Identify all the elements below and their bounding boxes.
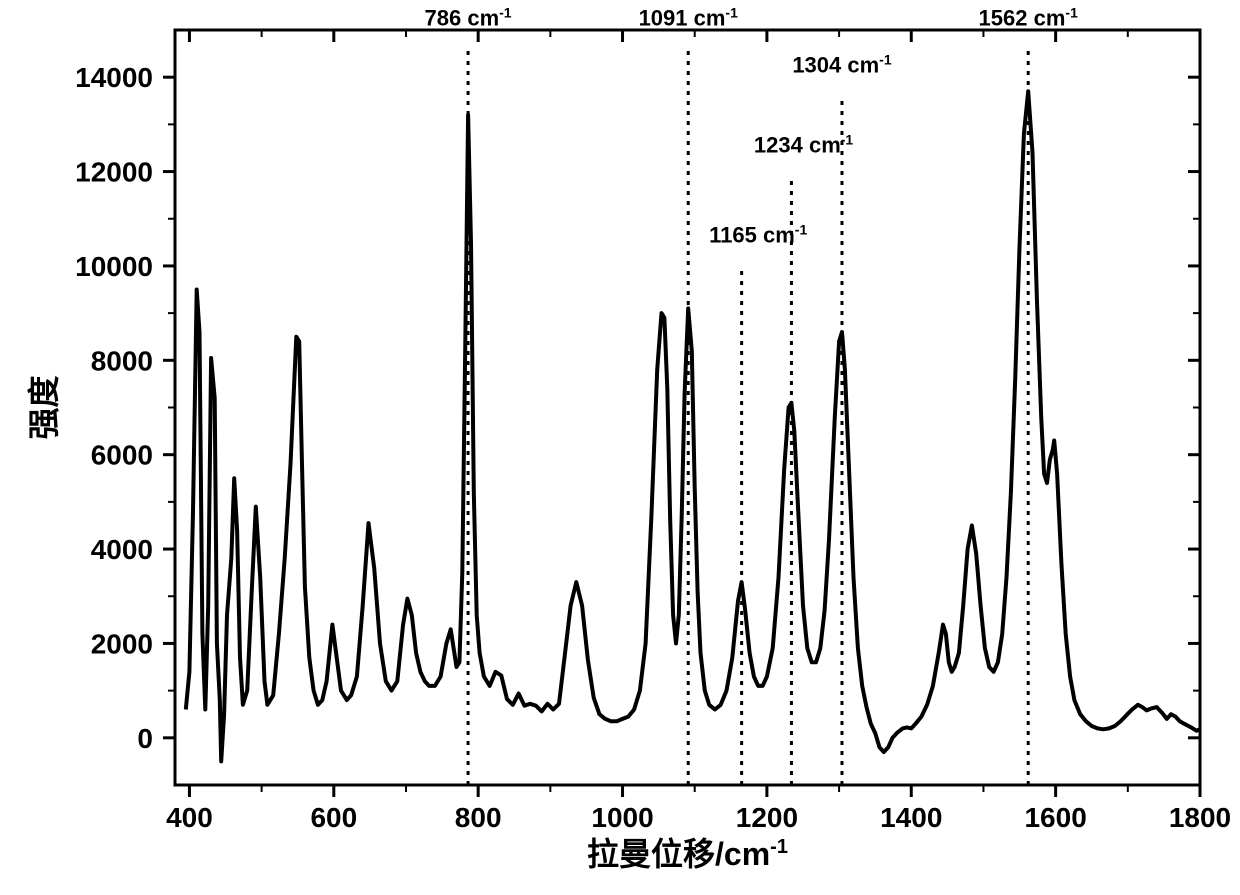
svg-text:12000: 12000 [75, 157, 153, 188]
svg-text:1200: 1200 [736, 802, 798, 833]
svg-text:786 cm-1: 786 cm-1 [425, 4, 512, 30]
svg-text:4000: 4000 [91, 534, 153, 565]
svg-text:14000: 14000 [75, 62, 153, 93]
svg-text:600: 600 [310, 802, 357, 833]
svg-text:1165 cm-1: 1165 cm-1 [709, 221, 807, 247]
svg-text:6000: 6000 [91, 440, 153, 471]
svg-text:1400: 1400 [880, 802, 942, 833]
svg-text:强度: 强度 [26, 375, 62, 439]
svg-text:拉曼位移/cm-1: 拉曼位移/cm-1 [587, 836, 788, 872]
svg-text:1000: 1000 [591, 802, 653, 833]
raman-spectrum-chart: 400 600 800 1000 1200 1400 1600 1800 0 2000 4000 60… [0, 0, 1240, 895]
svg-text:8000: 8000 [91, 345, 153, 376]
svg-text:0: 0 [137, 723, 153, 754]
svg-text:800: 800 [455, 802, 502, 833]
svg-text:1091 cm-1: 1091 cm-1 [639, 4, 739, 30]
svg-text:1800: 1800 [1169, 802, 1231, 833]
svg-text:1562 cm-1: 1562 cm-1 [979, 4, 1079, 30]
svg-text:1600: 1600 [1024, 802, 1086, 833]
svg-text:400: 400 [166, 802, 213, 833]
svg-text:1304 cm-1: 1304 cm-1 [792, 51, 892, 77]
svg-text:2000: 2000 [91, 628, 153, 659]
svg-text:10000: 10000 [75, 251, 153, 282]
svg-text:1234 cm-1: 1234 cm-1 [754, 132, 854, 158]
